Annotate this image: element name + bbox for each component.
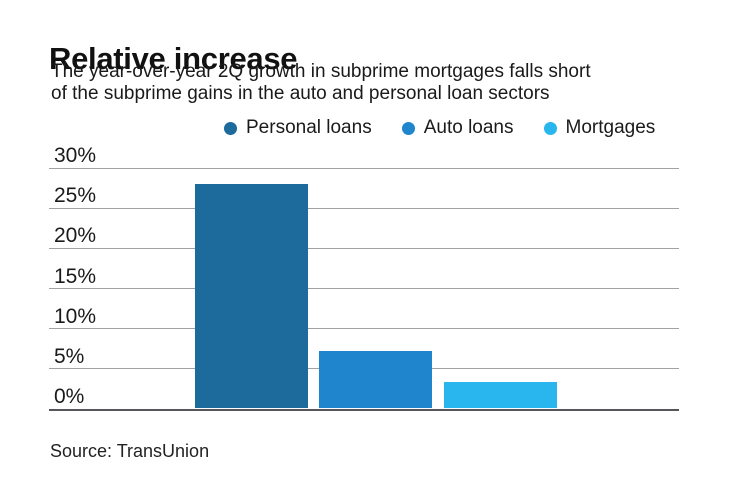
legend-dot-icon [224,121,237,135]
y-grid-line [49,328,679,330]
y-tick-label: 5% [54,344,85,368]
source-note: Source: TransUnion [50,441,210,461]
bar-mortgages [443,381,557,409]
y-tick-label: 15% [54,264,97,288]
y-grid-line [49,207,679,209]
chart-subtitle-line-1: The year-over-year 2Q growth in subprime… [51,61,591,82]
legend-item-personal-loans: Personal loans [224,117,372,139]
chart-subtitle: The year-over-year 2Q growth in subprime… [51,61,591,104]
legend-label: Mortgages [565,117,656,138]
y-tick-label: 10% [54,304,97,328]
legend-label: Auto loans [423,117,514,138]
x-axis-line [49,408,679,411]
bar-auto-loans [319,350,432,409]
y-grid-line [49,288,679,289]
y-grid-line [49,247,679,249]
legend-item-auto-loans: Auto loans [401,117,514,139]
legend-dot-icon [401,121,415,135]
y-grid-line [49,167,679,169]
y-tick-label: 0% [54,385,85,408]
bar-personal-loans [194,183,308,409]
chart-subtitle-line-2: of the subprime gains in the auto and pe… [51,82,550,104]
legend: Personal loans Auto loans Mortgages [224,117,655,139]
legend-item-mortgages: Mortgages [543,117,656,139]
legend-label: Personal loans [246,117,372,138]
y-tick-label: 20% [54,224,97,248]
chart-title: Relative increase [49,40,298,76]
y-tick-label: 30% [54,144,97,167]
y-tick-label: 25% [54,184,97,208]
legend-dot-icon [543,121,557,135]
